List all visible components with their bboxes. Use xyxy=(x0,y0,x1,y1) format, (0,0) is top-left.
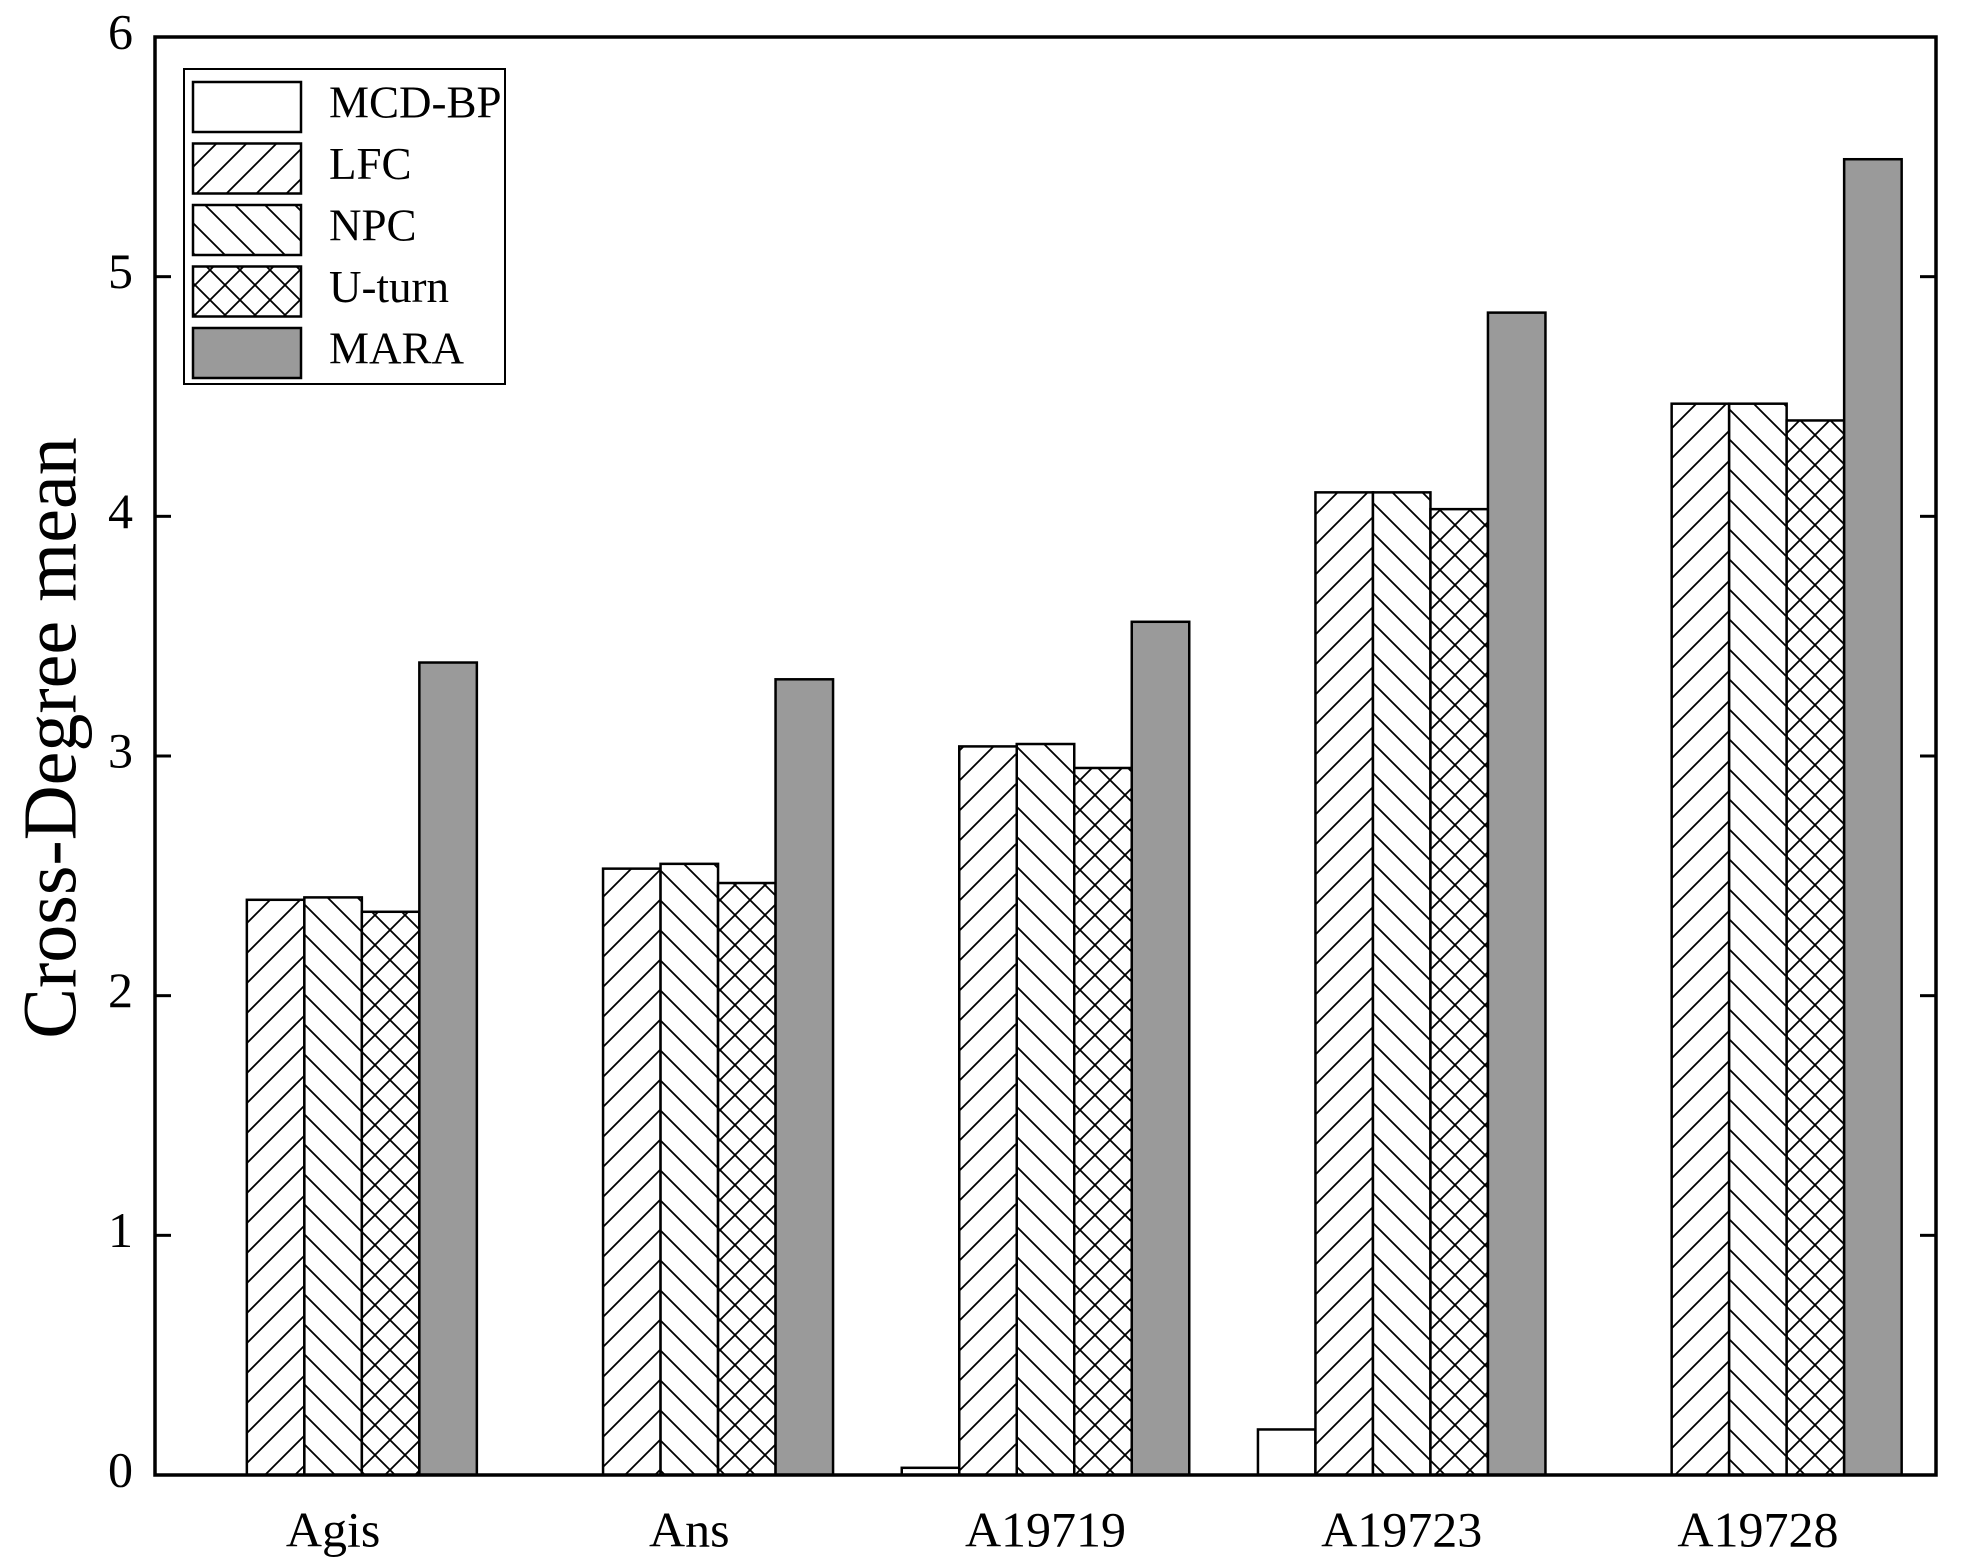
x-tick-label: Ans xyxy=(649,1501,730,1557)
bar xyxy=(360,910,421,1477)
x-tick-label: A19723 xyxy=(1321,1501,1482,1557)
bar xyxy=(659,862,720,1477)
bar xyxy=(958,745,1018,1477)
bar xyxy=(716,881,777,1477)
bar xyxy=(1727,402,1788,1477)
bar xyxy=(774,678,835,1477)
bar xyxy=(1130,620,1191,1477)
y-tick-label: 0 xyxy=(108,1441,133,1497)
legend-label: MARA xyxy=(329,323,465,373)
bar xyxy=(1486,311,1547,1477)
bar xyxy=(245,898,306,1477)
x-tick-label: A19728 xyxy=(1677,1501,1838,1557)
y-tick-label: 1 xyxy=(108,1202,133,1258)
legend-swatch xyxy=(191,265,303,318)
bar xyxy=(1015,742,1076,1477)
y-tick-label: 3 xyxy=(108,722,133,778)
bar xyxy=(601,867,662,1477)
legend-swatch xyxy=(191,326,303,380)
legend-swatch xyxy=(191,142,303,195)
bar xyxy=(418,661,479,1477)
x-tick-label: A19719 xyxy=(965,1501,1126,1557)
bar xyxy=(1670,402,1731,1477)
legend-swatch xyxy=(191,203,303,257)
plot-frame xyxy=(153,35,1938,1477)
bar xyxy=(1314,491,1375,1477)
legend-label: NPC xyxy=(329,200,417,250)
bar xyxy=(1842,157,1903,1477)
bar xyxy=(1073,766,1133,1477)
legend-label: U-turn xyxy=(329,262,449,312)
bar xyxy=(1785,419,1846,1477)
bar xyxy=(1429,507,1490,1477)
y-tick-label: 5 xyxy=(108,243,133,299)
bar xyxy=(1371,491,1432,1477)
legend-swatch xyxy=(191,80,303,134)
x-tick-label: Agis xyxy=(286,1501,380,1557)
y-tick-label: 2 xyxy=(108,962,133,1018)
bar xyxy=(1256,1428,1317,1477)
y-axis-title: Cross-Degree mean xyxy=(8,437,92,1038)
y-tick-label: 4 xyxy=(108,483,133,539)
legend-label: LFC xyxy=(329,139,412,189)
bar xyxy=(303,896,364,1477)
legend-label: MCD-BP xyxy=(329,77,502,127)
y-tick-label: 6 xyxy=(108,3,133,59)
